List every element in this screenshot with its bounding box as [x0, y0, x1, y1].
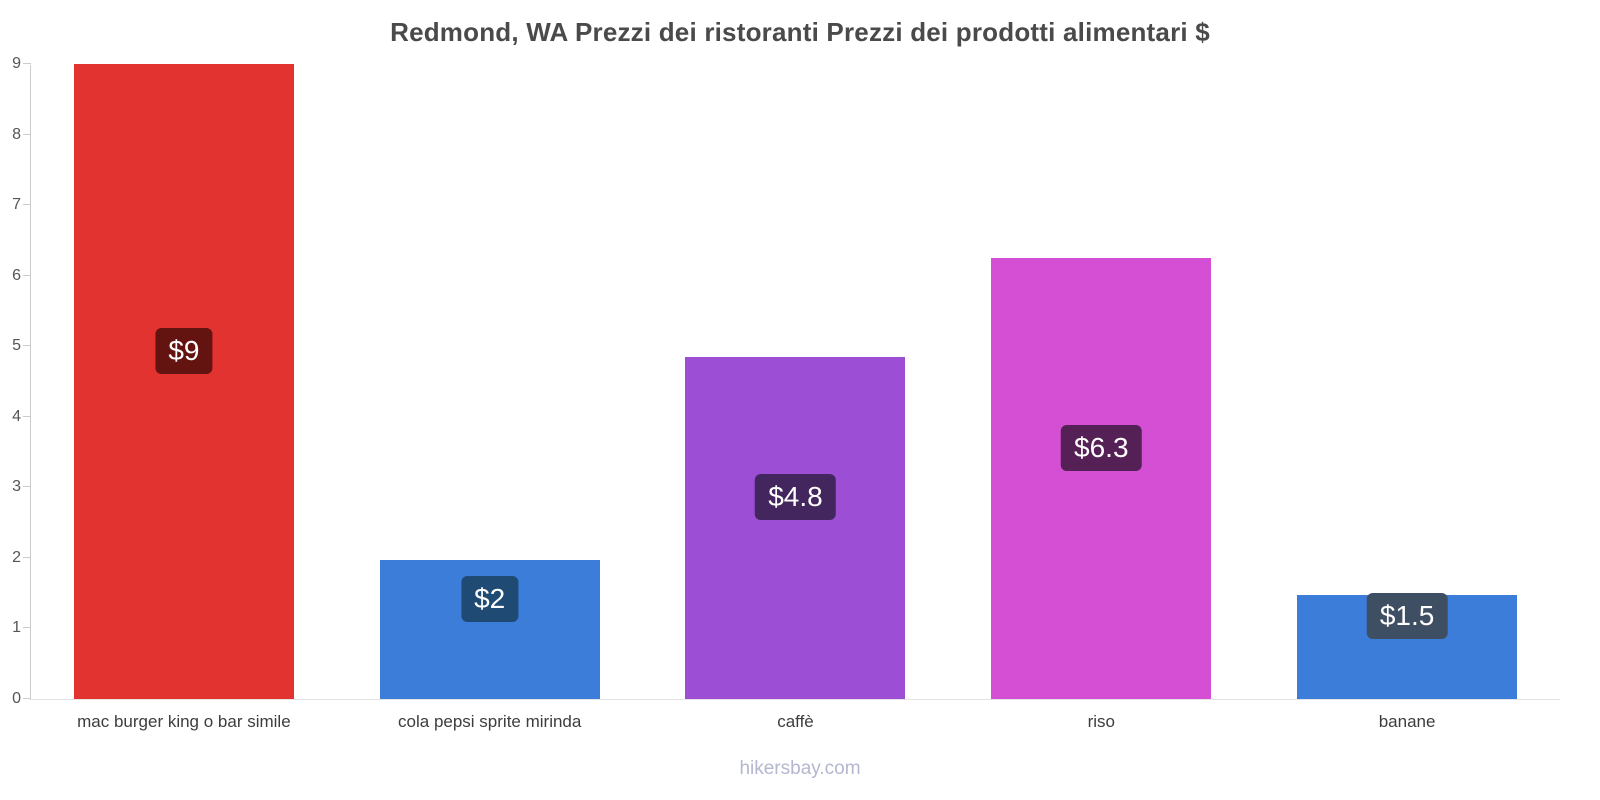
- y-axis-tick: [23, 63, 31, 64]
- y-axis-tick: [23, 345, 31, 347]
- y-axis-tick: [23, 133, 31, 135]
- bar-value-badge: $9: [155, 327, 213, 374]
- y-axis-tick-label: 8: [12, 125, 21, 143]
- y-axis-tick-label: 2: [12, 548, 21, 566]
- y-axis-tick: [23, 415, 31, 417]
- bar-slot: $6.3 riso: [948, 65, 1254, 731]
- bar: [991, 258, 1212, 699]
- bar-value-badge: $4.8: [755, 473, 836, 520]
- y-axis-tick-label: 5: [12, 337, 21, 355]
- watermark: hikersbay.com: [739, 758, 861, 779]
- y-axis-tick-label: 9: [12, 55, 21, 72]
- bars-container: $9 mac burger king o bar simile $2 cola pep…: [31, 64, 1560, 731]
- x-axis-category-label: cola pepsi sprite mirinda: [398, 712, 582, 731]
- y-axis-tick-label: 3: [12, 478, 21, 496]
- y-axis-tick-label: 4: [12, 407, 21, 425]
- x-axis-category-label: mac burger king o bar simile: [77, 712, 291, 731]
- y-axis-tick: [23, 274, 31, 276]
- y-axis-tick: [23, 486, 31, 488]
- bar-slot: $4.8 caffè: [643, 65, 949, 731]
- y-axis-tick: [23, 204, 31, 206]
- y-axis-tick-label: 7: [12, 196, 21, 214]
- bar-slot: $1.5 banane: [1254, 65, 1560, 731]
- y-axis-tick: [23, 698, 31, 699]
- y-axis-tick: [23, 556, 31, 558]
- bar: [685, 356, 906, 699]
- bar-value-badge: $6.3: [1061, 424, 1142, 471]
- y-axis-tick-label: 6: [12, 266, 21, 284]
- y-axis-tick-label: 1: [12, 619, 21, 637]
- bar-value-badge: $2: [461, 575, 519, 622]
- x-axis-category-label: caffè: [777, 712, 814, 731]
- bar-slot: $2 cola pepsi sprite mirinda: [337, 65, 643, 731]
- bar-slot: $9 mac burger king o bar simile: [31, 64, 337, 731]
- chart-title: Redmond, WA Prezzi dei ristoranti Prezzi…: [390, 17, 1210, 47]
- bar: [73, 64, 294, 699]
- plot-area: 0 1 2 3 4 5 6 7 8 9 $9 mac burger king o bar simile…: [12, 55, 1560, 731]
- bar-value-badge: $1.5: [1366, 592, 1448, 639]
- x-axis-category-label: riso: [1087, 712, 1115, 731]
- y-axis-tick: [23, 627, 31, 629]
- y-axis-tick-label: 0: [12, 690, 21, 707]
- x-axis-category-label: banane: [1378, 712, 1436, 731]
